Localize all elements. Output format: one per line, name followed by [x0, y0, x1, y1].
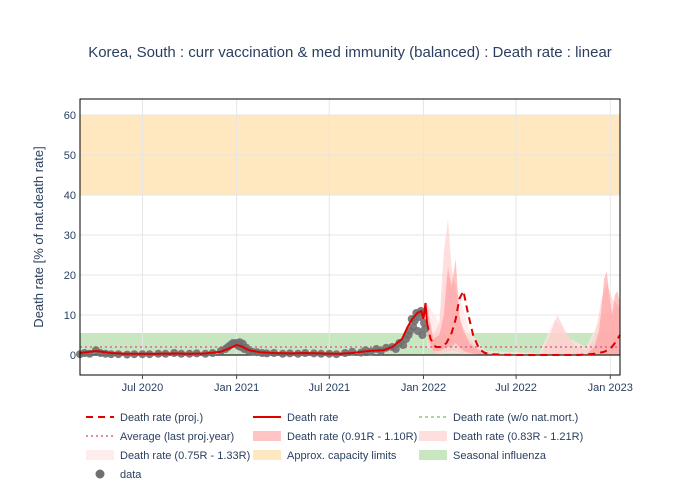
legend-label-proj: Death rate (proj.): [120, 412, 203, 424]
x-tick-label: Jul 2020: [122, 382, 164, 394]
legend-label-average: Average (last proj.year): [120, 431, 234, 443]
legend-label-band-0-75: Death rate (0.75R - 1.33R): [120, 450, 250, 462]
y-tick-label: 20: [64, 270, 76, 282]
plot-frame: [79, 98, 621, 376]
legend-label-band-0-83: Death rate (0.83R - 1.21R): [453, 431, 583, 443]
legend-item-nat[interactable]: Death rate (w/o nat.mort.): [419, 412, 578, 424]
y-tick-label: 10: [64, 310, 76, 322]
data-point: [415, 313, 424, 321]
x-tick-label: Jan 2021: [214, 382, 259, 394]
y-tick-label: 30: [64, 230, 76, 242]
axis-layer: 0 10 20 30 40 50 60 Jul 2020 Jan 2021 Jul 2021 Jan…: [64, 110, 633, 394]
x-tick-label: Jan 2023: [588, 382, 633, 394]
data-point: [107, 350, 116, 359]
legend-item-average[interactable]: Average (last proj.year): [86, 431, 234, 443]
legend-item-capacity[interactable]: Approx. capacity limits: [253, 450, 397, 462]
legend-label-band-0-91: Death rate (0.91R - 1.10R): [287, 431, 417, 443]
y-axis-label: Death rate [% of nat.death rate]: [31, 146, 46, 327]
y-tick-label: 50: [64, 150, 76, 162]
legend-item-death-rate[interactable]: Death rate: [253, 412, 338, 424]
legend-item-band-0-83[interactable]: Death rate (0.83R - 1.21R): [419, 431, 583, 443]
y-tick-label: 60: [64, 110, 76, 122]
x-tick-label: Jul 2022: [495, 382, 537, 394]
y-tick-label: 40: [64, 190, 76, 202]
legend-item-band-0-91[interactable]: Death rate (0.91R - 1.10R): [253, 431, 417, 443]
legend-label-data: data: [120, 469, 142, 481]
legend-item-flu[interactable]: Seasonal influenza: [419, 450, 547, 462]
legend: Death rate (proj.) Death rate Death rate…: [86, 412, 583, 481]
legend-label-death-rate: Death rate: [287, 412, 338, 424]
legend-label-flu: Seasonal influenza: [453, 450, 547, 462]
y-tick-label: 0: [70, 350, 76, 362]
death-rate-proj-line: [426, 288, 621, 356]
legend-item-proj[interactable]: Death rate (proj.): [86, 412, 203, 424]
data-point: [391, 345, 400, 353]
influenza-band: [80, 333, 620, 355]
legend-label-capacity: Approx. capacity limits: [287, 450, 397, 462]
legend-label-nat: Death rate (w/o nat.mort.): [453, 412, 578, 424]
points-layer: [76, 288, 621, 359]
x-tick-label: Jul 2021: [308, 382, 350, 394]
chart-title: Korea, South : curr vaccination & med im…: [88, 44, 612, 61]
x-tick-label: Jan 2022: [401, 382, 446, 394]
legend-item-band-0-75[interactable]: Death rate (0.75R - 1.33R): [86, 450, 250, 462]
grid-layer: [80, 99, 620, 375]
death-rate-line: [79, 302, 428, 355]
legend-item-data[interactable]: data: [95, 469, 143, 481]
data-point: [399, 341, 407, 349]
data-point: [418, 331, 427, 339]
band-0-91: [427, 259, 620, 355]
